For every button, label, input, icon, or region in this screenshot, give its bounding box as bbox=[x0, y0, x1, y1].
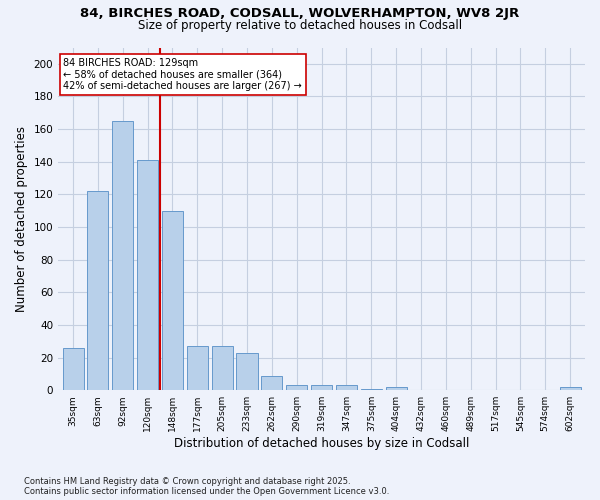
X-axis label: Distribution of detached houses by size in Codsall: Distribution of detached houses by size … bbox=[174, 437, 469, 450]
Bar bbox=[162, 210, 183, 390]
Bar bbox=[361, 388, 382, 390]
Text: Contains HM Land Registry data © Crown copyright and database right 2025.
Contai: Contains HM Land Registry data © Crown c… bbox=[24, 476, 389, 496]
Bar bbox=[236, 352, 257, 390]
Y-axis label: Number of detached properties: Number of detached properties bbox=[15, 126, 28, 312]
Bar bbox=[311, 386, 332, 390]
Bar bbox=[560, 387, 581, 390]
Bar bbox=[286, 386, 307, 390]
Bar bbox=[137, 160, 158, 390]
Text: 84 BIRCHES ROAD: 129sqm
← 58% of detached houses are smaller (364)
42% of semi-d: 84 BIRCHES ROAD: 129sqm ← 58% of detache… bbox=[64, 58, 302, 91]
Text: 84, BIRCHES ROAD, CODSALL, WOLVERHAMPTON, WV8 2JR: 84, BIRCHES ROAD, CODSALL, WOLVERHAMPTON… bbox=[80, 8, 520, 20]
Bar bbox=[187, 346, 208, 390]
Bar bbox=[62, 348, 83, 390]
Bar bbox=[386, 387, 407, 390]
Text: Size of property relative to detached houses in Codsall: Size of property relative to detached ho… bbox=[138, 18, 462, 32]
Bar bbox=[262, 376, 283, 390]
Bar bbox=[212, 346, 233, 390]
Bar bbox=[336, 386, 357, 390]
Bar bbox=[112, 121, 133, 390]
Bar bbox=[88, 191, 109, 390]
